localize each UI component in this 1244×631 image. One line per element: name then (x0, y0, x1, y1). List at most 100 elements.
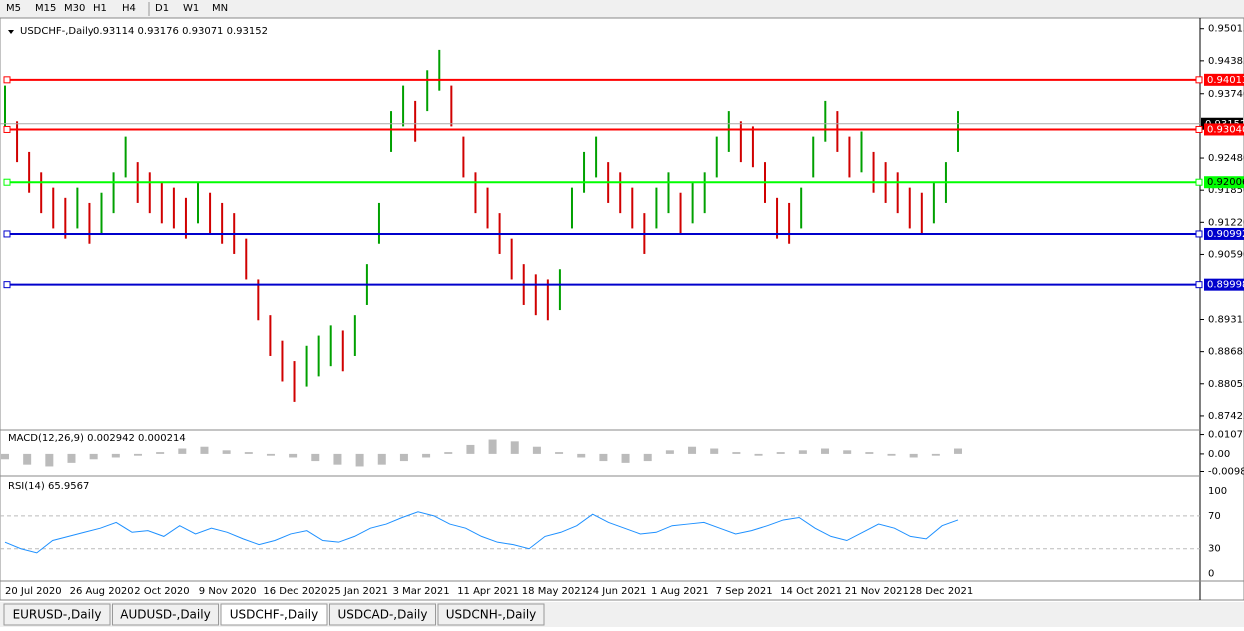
macd-bar (621, 453, 630, 463)
tab-label[interactable]: AUDUSD-,Daily (120, 608, 210, 622)
x-tick-label: 20 Jul 2020 (5, 586, 62, 597)
tab[interactable] (329, 603, 436, 626)
rsi-tick-label: 100 (1208, 486, 1227, 497)
timeframe-button[interactable]: M15 (35, 3, 56, 14)
toolbar (0, 0, 1244, 18)
macd-bar (887, 453, 896, 456)
timeframe-button[interactable]: M5 (6, 3, 21, 14)
y-tick-label: 0.88055 (1208, 379, 1244, 390)
y-tick-label: 0.89315 (1208, 315, 1244, 326)
macd-bar (732, 452, 741, 454)
x-tick-label: 24 Jun 2021 (586, 586, 646, 597)
macd-bar (23, 453, 32, 465)
macd-bar (843, 450, 852, 454)
macd-bar (111, 453, 120, 458)
level-handle (1195, 230, 1203, 238)
timeframe-button[interactable]: H1 (93, 3, 107, 14)
x-tick-label: 25 Jan 2021 (328, 586, 388, 597)
level-label: 0.94013 (1207, 75, 1244, 86)
header-arrow (8, 30, 14, 34)
level-handle (1195, 76, 1203, 84)
macd-bar (89, 453, 98, 460)
level-label: 0.89998 (1207, 280, 1244, 291)
macd-bar (532, 446, 541, 454)
timeframe-button[interactable]: D1 (155, 3, 169, 14)
macd-bar (754, 453, 763, 456)
rsi-tick-label: 30 (1208, 544, 1221, 555)
macd-bar (333, 453, 342, 465)
level-handle (1195, 178, 1203, 186)
x-tick-label: 18 May 2021 (522, 586, 587, 597)
macd-bar (577, 453, 586, 458)
level-handle (1195, 125, 1203, 133)
level-handle (3, 178, 11, 186)
y-tick-label: 0.88685 (1208, 347, 1244, 358)
macd-bar (909, 453, 918, 458)
macd-bar (422, 453, 431, 458)
macd-bar (399, 453, 408, 462)
rsi-label: RSI(14) 65.9567 (8, 481, 89, 492)
timeframe-button[interactable]: H4 (122, 3, 136, 14)
level-box (1204, 278, 1244, 291)
macd-bar (688, 446, 697, 454)
macd-bar (289, 453, 298, 458)
x-tick-label: 11 Apr 2021 (457, 586, 519, 597)
rsi-tick-label: 0 (1208, 568, 1214, 579)
tab-label[interactable]: USDCNH-,Daily (446, 608, 537, 622)
macd-bar (510, 441, 519, 454)
macd-bar (643, 453, 652, 462)
macd-bar (244, 452, 253, 454)
macd-bar (665, 450, 674, 454)
tab-label[interactable]: EURUSD-,Daily (13, 608, 102, 622)
y-tick-label: 0.94385 (1208, 56, 1244, 67)
macd-label: MACD(12,26,9) 0.002942 0.000214 (8, 433, 186, 444)
macd-bar (821, 448, 830, 454)
timeframe-button[interactable]: W1 (183, 3, 199, 14)
symbol-title: USDCHF-,Daily (20, 26, 94, 37)
macd-bar (798, 450, 807, 454)
tab[interactable] (220, 603, 328, 626)
rsi-line (4, 511, 959, 554)
x-tick-label: 26 Aug 2020 (70, 586, 134, 597)
level-label: 0.92006 (1207, 177, 1244, 188)
macd-bar (133, 453, 142, 456)
macd-bar (488, 439, 497, 454)
y-tick-label: 0.95015 (1208, 24, 1244, 35)
level-label: 0.90992 (1207, 229, 1244, 240)
timeframe-button[interactable]: M30 (64, 3, 85, 14)
macd-bar (931, 453, 940, 456)
tab-label[interactable]: USDCAD-,Daily (338, 608, 428, 622)
tab-label[interactable]: USDCHF-,Daily (230, 608, 318, 622)
x-tick-label: 3 Mar 2021 (393, 586, 450, 597)
level-handle (3, 76, 11, 84)
macd-bar (156, 452, 165, 454)
level-handle (3, 230, 11, 238)
macd-bar (444, 452, 453, 454)
macd-bar (355, 453, 364, 467)
tab[interactable] (437, 603, 545, 626)
level-handle (1195, 281, 1203, 289)
macd-tick-label: 0.010777 (1208, 430, 1244, 441)
x-tick-label: 7 Sep 2021 (716, 586, 773, 597)
macd-bar (1, 453, 9, 460)
quote: 0.93114 0.93176 0.93071 0.93152 (93, 26, 268, 37)
x-tick-label: 28 Dec 2021 (909, 586, 973, 597)
macd-bar (222, 450, 231, 454)
macd-bar (466, 444, 475, 454)
level-handle (3, 281, 11, 289)
macd-bar (266, 453, 275, 456)
macd-bar (377, 453, 386, 465)
tab[interactable] (3, 603, 111, 626)
macd-bar (45, 453, 54, 467)
macd-bar (200, 446, 209, 454)
macd-tick-label: -0.00981 (1208, 467, 1244, 478)
tab[interactable] (112, 603, 219, 626)
timeframe-button[interactable]: MN (212, 3, 228, 14)
level-box (1204, 123, 1244, 136)
rsi-tick-label: 70 (1208, 511, 1221, 522)
macd-tick-label: 0.00 (1208, 449, 1230, 460)
